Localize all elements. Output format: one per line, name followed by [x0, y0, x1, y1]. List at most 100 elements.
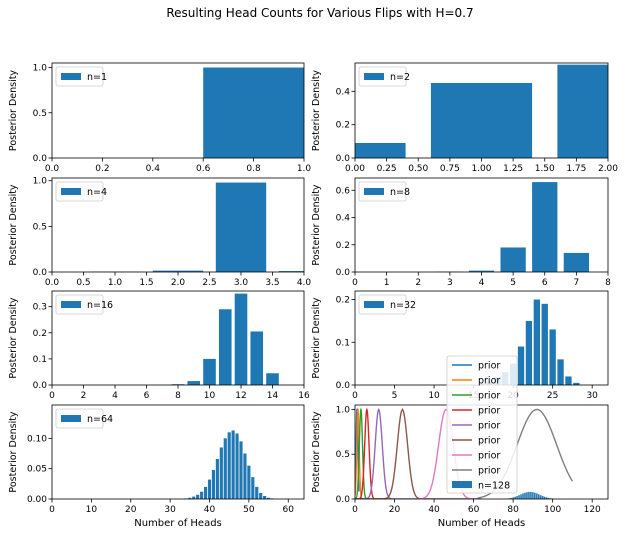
bar — [516, 496, 518, 499]
x-tick-label: 60 — [468, 505, 480, 515]
bar — [565, 376, 572, 385]
legend: n=1 — [55, 66, 107, 87]
bar — [536, 493, 538, 499]
x-tick-label: 4 — [479, 278, 485, 288]
x-tick-label: 14 — [267, 391, 279, 401]
x-axis-label: Number of Heads — [438, 518, 526, 529]
y-tick-label: 0.5 — [33, 222, 47, 232]
x-tick-label: 4 — [112, 391, 118, 401]
x-tick-label: 1.00 — [471, 164, 491, 174]
y-tick-label: 0.1 — [336, 338, 350, 348]
legend-entry: prior — [478, 406, 500, 417]
bar — [251, 477, 255, 499]
legend-entry: prior — [478, 361, 500, 372]
bar — [223, 438, 227, 499]
legend-swatch — [61, 73, 81, 80]
bar — [211, 469, 216, 499]
subplot-2: 0.00 0.25 0.50 0.75 1.00 1.25 1.50 1.75 2.00 0.0 0… — [311, 62, 618, 174]
y-tick-label: 0.2 — [336, 296, 350, 306]
plot-area — [355, 64, 608, 158]
y-tick-label: 0.1 — [33, 355, 47, 365]
bar — [203, 67, 304, 158]
subplot-3: 0.0 0.5 1.0 1.5 2.0 2.5 3.0 3.5 4.0 0.0 0.5 1.0 Post… — [8, 177, 312, 288]
bar — [203, 486, 208, 499]
x-tick-label: 1.0 — [108, 278, 123, 288]
bar — [545, 497, 548, 499]
legend-box — [446, 355, 518, 494]
legend-swatch — [364, 188, 384, 195]
bar — [203, 358, 216, 385]
x-tick-label: 0.25 — [377, 164, 397, 174]
y-tick-label: 0.0 — [33, 268, 48, 278]
bar — [525, 320, 533, 385]
x-tick-label: 80 — [507, 505, 519, 515]
legend-entry: prior — [478, 451, 500, 462]
x-tick-label: 1 — [384, 278, 390, 288]
y-tick-label: 0.0 — [336, 495, 351, 505]
x-tick-label: 1.50 — [535, 164, 555, 174]
x-tick-label: 4.0 — [297, 278, 312, 288]
bar — [557, 359, 564, 385]
legend: n=64 — [55, 408, 113, 429]
bar — [196, 494, 200, 499]
bar — [541, 496, 544, 499]
plot-area — [89, 182, 304, 272]
y-tick-label: 0.4 — [336, 214, 351, 224]
bar — [500, 247, 526, 272]
bar — [235, 433, 239, 499]
bar — [518, 495, 520, 499]
bar — [247, 465, 251, 499]
y-axis-label: Posterior Density — [8, 184, 19, 265]
bar — [547, 497, 550, 499]
bar — [152, 270, 204, 272]
y-axis-label: Posterior Density — [8, 411, 19, 492]
x-tick-label: 3 — [447, 278, 453, 288]
x-tick-label: 8 — [605, 278, 611, 288]
legend-entry: n=8 — [390, 187, 410, 198]
x-tick-label: 2.0 — [171, 278, 186, 288]
bar — [538, 494, 540, 499]
x-tick-label: 1.0 — [297, 164, 312, 174]
bar — [514, 496, 516, 499]
bar — [468, 270, 495, 272]
plot-area — [437, 182, 590, 272]
bar — [533, 299, 541, 385]
bar — [520, 494, 522, 499]
plot-area — [184, 430, 275, 499]
y-axis-label: Posterior Density — [311, 70, 322, 151]
legend: prior prior prior prior prior prior prior prior… — [446, 355, 518, 494]
y-tick-label: 0.4 — [336, 87, 351, 97]
subplot-grid: 0.0 0.2 0.4 0.6 0.8 1.0 0.0 0.5 1.0 Posterior Den… — [8, 62, 618, 529]
bar — [218, 309, 232, 385]
x-tick-label: 40 — [428, 505, 440, 515]
legend: n=8 — [358, 181, 410, 202]
x-tick-label: 20 — [389, 505, 401, 515]
series-line-prior — [355, 407, 387, 499]
x-tick-label: 8 — [175, 391, 181, 401]
x-tick-label: 1.75 — [566, 164, 586, 174]
x-tick-label: 6 — [144, 391, 150, 401]
legend-entry: prior — [478, 376, 500, 387]
x-tick-label: 3.5 — [265, 278, 279, 288]
y-axis-label: Posterior Density — [311, 184, 322, 265]
legend-entry: prior — [478, 391, 500, 402]
x-tick-label: 0 — [352, 278, 358, 288]
y-tick-label: 0.2 — [336, 241, 350, 251]
x-tick-label: 5 — [510, 278, 516, 288]
x-tick-label: 1.25 — [503, 164, 523, 174]
y-tick-label: 1.0 — [336, 405, 351, 415]
x-tick-label: 10 — [86, 505, 98, 515]
bar — [243, 453, 247, 499]
bar — [207, 479, 212, 499]
y-tick-label: 0.0 — [33, 381, 48, 391]
y-axis-label: Posterior Density — [8, 297, 19, 378]
legend: n=2 — [358, 66, 410, 87]
y-tick-label: 0.10 — [27, 434, 47, 444]
x-tick-label: 2 — [415, 278, 421, 288]
bar — [227, 432, 231, 499]
x-tick-label: 25 — [547, 391, 558, 401]
bar — [430, 83, 533, 158]
legend-swatch — [61, 188, 81, 195]
